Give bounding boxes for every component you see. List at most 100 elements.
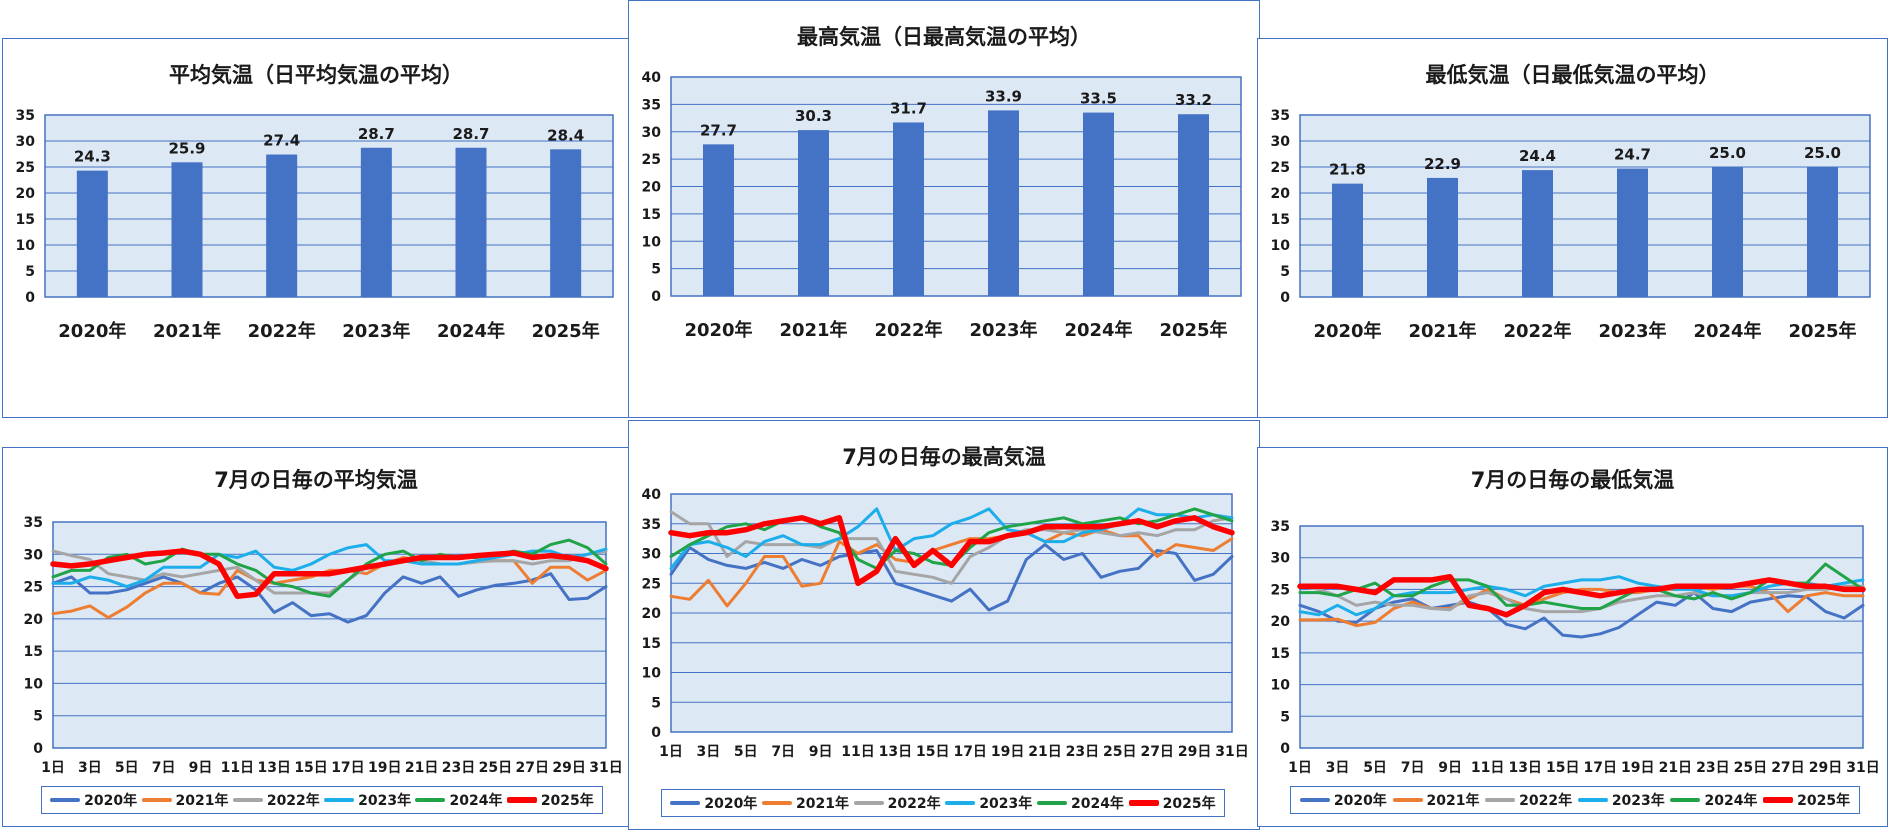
max-bar-chart: 0 5 10 15 20 25 30 35 40 27.7 2020年 30.3 2021年 31.7 20… (642, 70, 1242, 341)
data-label: 24.3 (74, 148, 111, 166)
legend-item: 2022年 (853, 793, 941, 813)
legend-item: 2024年 (1036, 793, 1124, 813)
data-label: 25.9 (168, 139, 205, 157)
y-tick-label: 10 (642, 666, 662, 682)
bar (1083, 112, 1114, 297)
y-tick-label: 15 (642, 636, 661, 652)
data-label: 30.3 (795, 107, 832, 125)
y-tick-label: 5 (1280, 709, 1290, 725)
y-tick-label: 10 (642, 234, 662, 250)
y-tick-label: 25 (1271, 582, 1290, 598)
y-tick-label: 20 (16, 186, 36, 202)
x-tick-label: 3日 (697, 744, 721, 760)
data-label: 33.2 (1175, 91, 1212, 109)
x-tick-label: 9日 (809, 744, 833, 760)
x-tick-label: 25日 (479, 760, 512, 776)
x-tick-label: 9日 (189, 760, 213, 776)
data-label: 28.7 (358, 125, 395, 143)
data-label: 24.4 (1519, 147, 1556, 165)
series-line (51, 572, 608, 624)
max-bar-title: 最高気温（日最高気温の平均） (797, 25, 1091, 49)
bar (1332, 183, 1363, 297)
x-tick-label: 23日 (1066, 744, 1099, 760)
x-tick-label: 23日 (442, 760, 475, 776)
bar (1427, 177, 1458, 297)
y-tick-label: 30 (16, 134, 36, 150)
legend-swatch (1036, 801, 1067, 805)
y-tick-label: 5 (651, 695, 661, 711)
legend-swatch (945, 801, 976, 805)
legend-item: 2024年 (415, 790, 502, 810)
y-tick-label: 20 (642, 606, 662, 622)
x-tick-label: 2022年 (1503, 320, 1571, 342)
min-line-title: 7月の日毎の最低気温 (1470, 468, 1675, 492)
x-tick-label: 15日 (916, 744, 949, 760)
y-tick-label: 30 (1271, 134, 1291, 150)
y-tick-label: 25 (642, 576, 661, 592)
y-tick-label: 40 (642, 70, 662, 86)
series-line (1298, 591, 1865, 639)
legend-item: 2025年 (506, 790, 594, 810)
bar (893, 122, 924, 296)
x-tick-label: 1日 (1288, 760, 1312, 776)
y-tick-label: 0 (33, 741, 43, 757)
x-tick-label: 11日 (841, 744, 874, 760)
y-tick-label: 25 (16, 160, 35, 176)
legend-item: 2025年 (1128, 793, 1216, 813)
bar (798, 130, 829, 296)
legend-label: 2020年 (1333, 793, 1387, 809)
bar (360, 147, 392, 297)
y-tick-label: 35 (642, 97, 661, 113)
x-tick-label: 2020年 (684, 319, 752, 341)
legend-swatch (1763, 797, 1794, 803)
x-tick-label: 2021年 (153, 320, 221, 342)
x-tick-label: 2022年 (248, 320, 316, 342)
plot-area (44, 114, 614, 298)
x-tick-label: 13日 (879, 744, 912, 760)
x-tick-label: 2024年 (437, 320, 505, 342)
legend-item: 2020年 (670, 793, 757, 813)
avg-bar-title: 平均気温（日平均気温の平均） (169, 63, 463, 87)
x-tick-label: 7日 (1401, 760, 1425, 776)
legend-label: 2021年 (796, 796, 849, 812)
y-tick-label: 15 (24, 644, 43, 660)
x-tick-label: 2025年 (532, 320, 600, 342)
x-tick-label: 2020年 (1313, 320, 1381, 342)
bar (1712, 167, 1743, 297)
x-tick-label: 2021年 (779, 319, 847, 341)
legend-item: 2020年 (50, 790, 137, 810)
y-tick-label: 30 (642, 547, 662, 563)
bar (266, 154, 298, 297)
legend-label: 2021年 (1426, 793, 1480, 809)
bar (703, 144, 734, 296)
legend-item: 2023年 (1577, 790, 1665, 810)
y-tick-label: 10 (24, 676, 44, 692)
x-tick-label: 9日 (1438, 760, 1462, 776)
max-line-legend: 2020年 2021年 2022年 2023年 2024年 2025年 (661, 789, 1225, 817)
legend-label: 2025年 (1797, 793, 1851, 809)
data-label: 24.7 (1614, 146, 1651, 164)
x-tick-label: 29日 (552, 760, 585, 776)
legend-item: 2021年 (1392, 790, 1480, 810)
x-tick-label: 19日 (368, 760, 401, 776)
y-tick-label: 25 (1271, 160, 1290, 176)
x-tick-label: 31日 (1846, 760, 1879, 776)
bar (1522, 170, 1553, 297)
x-tick-label: 5日 (115, 760, 139, 776)
legend-label: 2023年 (979, 796, 1033, 812)
legend-label: 2022年 (1519, 793, 1573, 809)
x-tick-label: 11日 (221, 760, 254, 776)
x-tick-label: 2023年 (1598, 320, 1666, 342)
y-tick-label: 10 (1271, 678, 1291, 694)
y-tick-label: 5 (651, 262, 661, 278)
legend-swatch (50, 798, 81, 802)
legend-swatch (1485, 798, 1516, 802)
x-tick-label: 5日 (734, 744, 758, 760)
series-line (669, 543, 1234, 612)
x-tick-label: 21日 (1028, 744, 1061, 760)
y-tick-label: 40 (642, 487, 662, 503)
legend-item: 2021年 (141, 790, 228, 810)
x-tick-label: 2023年 (342, 320, 410, 342)
bar (171, 162, 203, 297)
y-tick-label: 0 (25, 290, 35, 306)
